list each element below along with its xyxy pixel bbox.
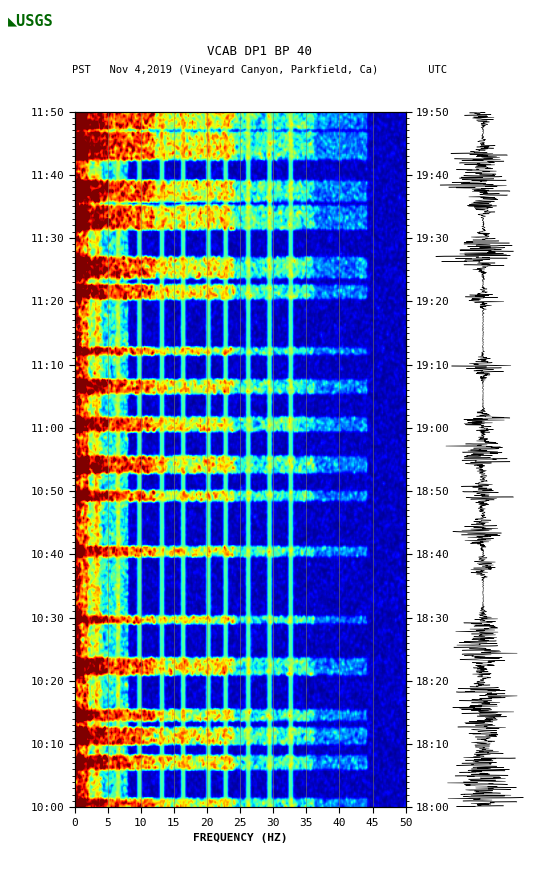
Text: VCAB DP1 BP 40: VCAB DP1 BP 40 <box>207 45 312 58</box>
Text: PST   Nov 4,2019 (Vineyard Canyon, Parkfield, Ca)        UTC: PST Nov 4,2019 (Vineyard Canyon, Parkfie… <box>72 64 447 75</box>
Text: ◣USGS: ◣USGS <box>8 13 54 29</box>
X-axis label: FREQUENCY (HZ): FREQUENCY (HZ) <box>193 833 288 843</box>
